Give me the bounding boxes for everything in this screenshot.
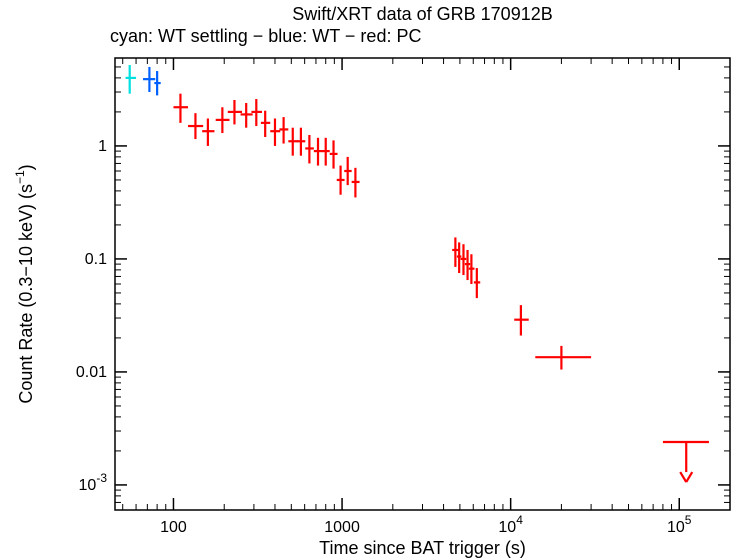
chart-subtitle: cyan: WT settling − blue: WT − red: PC (110, 26, 421, 46)
y-tick-label: 0.01 (76, 364, 107, 381)
xrt-lightcurve-chart: Swift/XRT data of GRB 170912Bcyan: WT se… (0, 0, 746, 558)
chart-title: Swift/XRT data of GRB 170912B (292, 4, 552, 24)
x-tick-label: 1000 (324, 519, 360, 536)
y-tick-label: 1 (98, 138, 107, 155)
x-tick-label: 100 (160, 519, 187, 536)
x-axis-label: Time since BAT trigger (s) (319, 538, 526, 558)
y-axis-label: Count Rate (0.3−10 keV) (s−1) (13, 164, 36, 403)
y-tick-label: 0.1 (85, 251, 107, 268)
chart-svg: Swift/XRT data of GRB 170912Bcyan: WT se… (0, 0, 746, 558)
